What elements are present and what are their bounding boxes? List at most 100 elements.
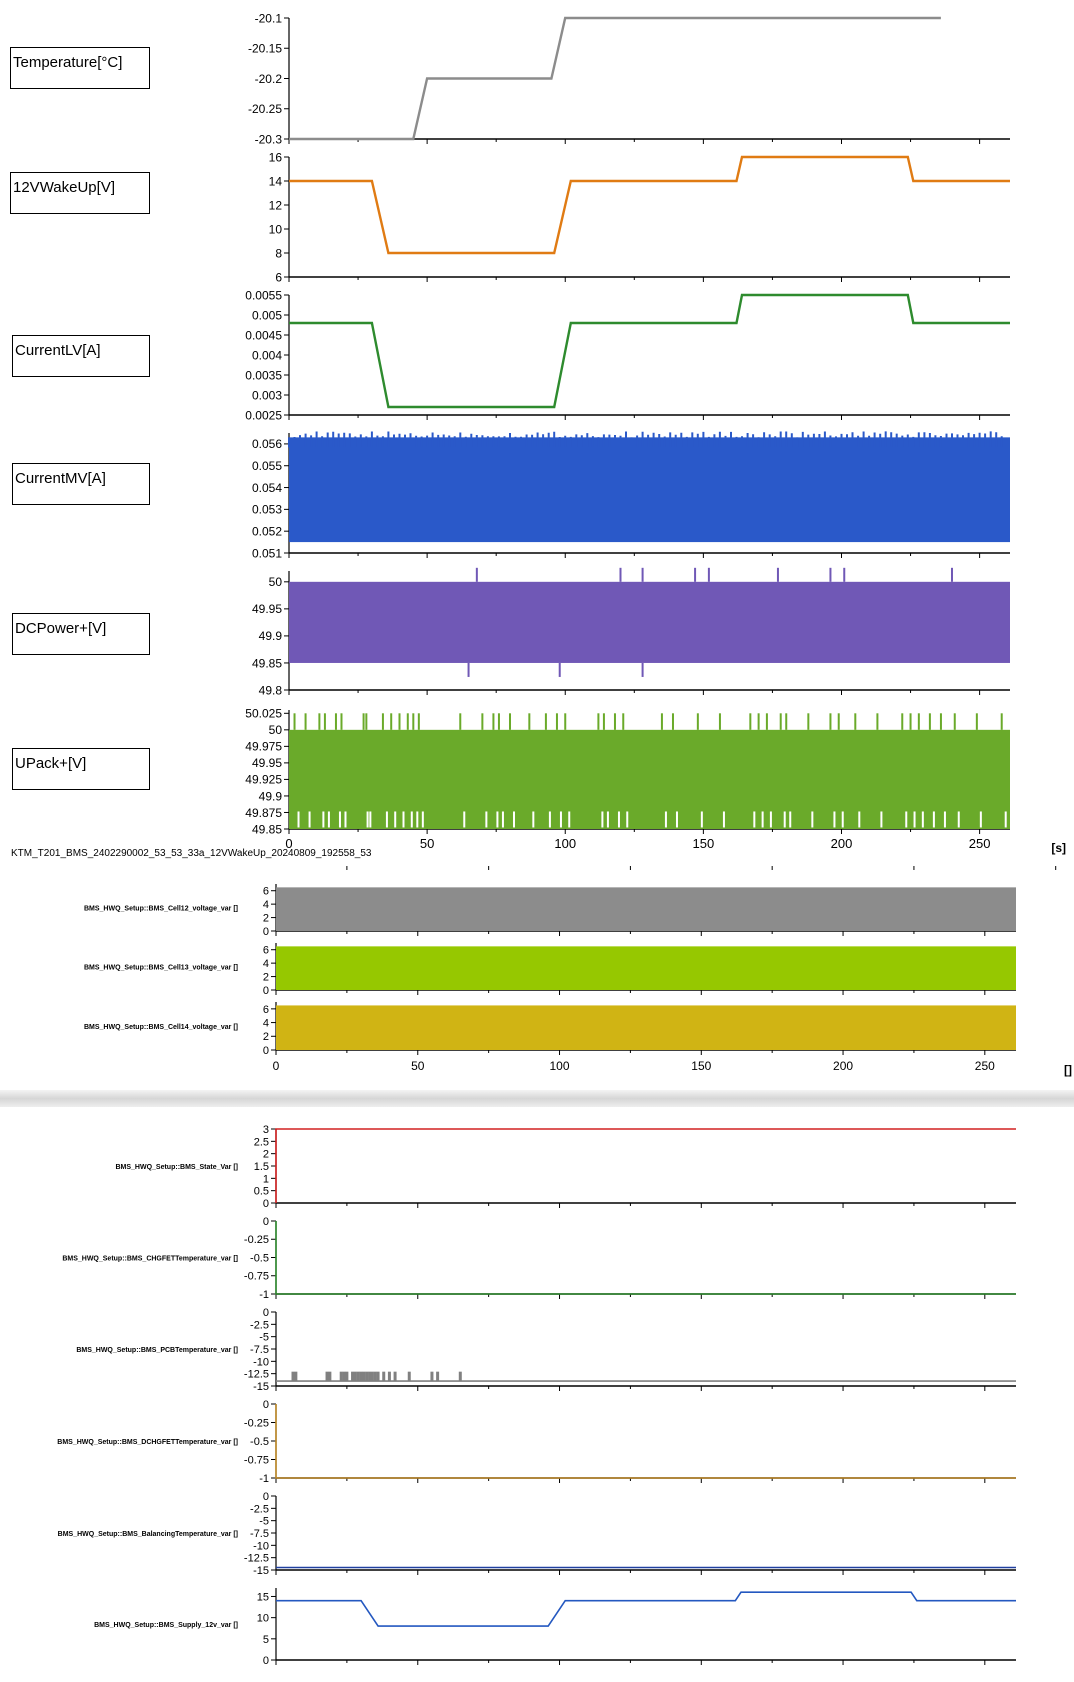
series-spike: [351, 1371, 355, 1382]
series-spike: [749, 713, 752, 730]
series-gap: [410, 811, 413, 828]
series-spike: [381, 713, 384, 730]
series-gap: [327, 811, 330, 828]
y-tick-label: -20.2: [255, 72, 283, 86]
y-tick-label: -15: [253, 1565, 269, 1577]
x-tick-label: 200: [833, 1059, 853, 1073]
series-gap: [943, 811, 946, 828]
series-spike: [406, 713, 409, 730]
y-tick-label: 0.056: [252, 437, 282, 451]
y-tick-label: 0: [263, 1399, 269, 1411]
y-tick-label: 4: [263, 899, 269, 911]
y-tick-label: 0.004: [252, 348, 282, 362]
series-spike: [901, 713, 904, 730]
series-gap: [617, 811, 620, 828]
series-spike: [829, 713, 832, 730]
series-spike: [362, 713, 365, 730]
y-tick-label: 10: [257, 1613, 269, 1625]
signal-label-12vwakeup[interactable]: 12VWakeUp[V]: [10, 172, 150, 214]
series-gap: [532, 811, 535, 828]
series-spike: [373, 1371, 377, 1382]
x-tick-label: 50: [420, 836, 434, 851]
y-tick-label: -5: [259, 1516, 269, 1528]
series-gap: [761, 811, 764, 828]
signal-label: BMS_HWQ_Setup::BMS_Cell13_voltage_var []: [84, 965, 238, 972]
series-spike: [975, 713, 978, 730]
series-spike: [939, 713, 942, 730]
series-gap: [322, 811, 325, 828]
series-spike: [619, 567, 622, 582]
series-gap: [664, 811, 667, 828]
series-spike: [459, 713, 462, 730]
y-tick-label: 8: [275, 246, 282, 260]
series-gap: [932, 811, 935, 828]
series-spike: [909, 713, 912, 730]
series-spike: [641, 662, 644, 677]
signal-label-dcpower[interactable]: DCPower+[V]: [12, 613, 150, 655]
series-spike: [458, 1371, 462, 1382]
series-gap: [344, 811, 347, 828]
y-tick-label: 6: [275, 270, 282, 284]
series-gap: [833, 811, 836, 828]
y-tick-label: 2: [263, 1031, 269, 1043]
series-gap: [789, 811, 792, 828]
y-tick-label: -2.5: [250, 1319, 269, 1331]
series-gap: [913, 811, 916, 828]
x-tick-label: 250: [975, 1059, 995, 1073]
y-tick-label: -5: [259, 1332, 269, 1344]
series-gap: [858, 811, 861, 828]
signal-label-upack[interactable]: UPack+[V]: [12, 748, 150, 790]
series-gap: [308, 811, 311, 828]
series-gap: [548, 811, 551, 828]
series-spike: [854, 713, 857, 730]
signal-label-currentmv[interactable]: CurrentMV[A]: [12, 463, 150, 505]
series-gap: [880, 811, 883, 828]
series-spike: [779, 713, 782, 730]
series-gap: [841, 811, 844, 828]
series-spike: [334, 713, 337, 730]
series-gap: [921, 811, 924, 828]
series-line: [289, 155, 1010, 255]
y-tick-label: 12: [269, 198, 283, 212]
signal-label: BMS_HWQ_Setup::BMS_Cell14_voltage_var []: [84, 1024, 238, 1031]
y-tick-label: 0: [263, 1655, 269, 1667]
series-spike: [492, 713, 495, 730]
panel-splitter[interactable]: [0, 1090, 1074, 1107]
series-spike: [345, 1371, 349, 1382]
series-spike: [696, 713, 699, 730]
series-gap: [385, 811, 388, 828]
y-tick-label: 1: [263, 1173, 269, 1185]
series-spike: [694, 567, 697, 582]
series-spike: [368, 1371, 372, 1382]
x-unit-label: [s]: [1051, 841, 1066, 855]
y-tick-label: 0: [263, 1198, 269, 1210]
series-spike: [291, 1371, 295, 1382]
series-spike: [325, 1371, 329, 1382]
y-tick-label: -7.5: [250, 1528, 269, 1540]
series-line: [275, 1221, 1016, 1295]
series-spike: [356, 1371, 360, 1382]
series-gap: [496, 811, 499, 828]
y-tick-label: 2: [263, 913, 269, 925]
series-gap: [626, 811, 629, 828]
y-tick-label: 4: [263, 1018, 269, 1030]
series-spike: [544, 713, 547, 730]
y-tick-label: 0.003: [252, 388, 282, 402]
series-gap: [394, 811, 397, 828]
series-spike: [393, 1371, 397, 1382]
series-spike: [757, 713, 760, 730]
series-spike: [323, 713, 326, 730]
series-noise: [288, 431, 1003, 448]
series-spike: [660, 713, 663, 730]
series-gap: [722, 811, 725, 828]
y-tick-label: -20.25: [248, 102, 282, 116]
signal-label-temperature[interactable]: Temperature[°C]: [10, 47, 150, 89]
signal-label-currentlv[interactable]: CurrentLV[A]: [12, 335, 150, 377]
y-tick-label: 49.975: [245, 740, 282, 754]
series-spike: [707, 567, 710, 582]
y-tick-label: 16: [269, 150, 283, 164]
series-spike: [953, 713, 956, 730]
y-tick-label: 5: [263, 1634, 269, 1646]
